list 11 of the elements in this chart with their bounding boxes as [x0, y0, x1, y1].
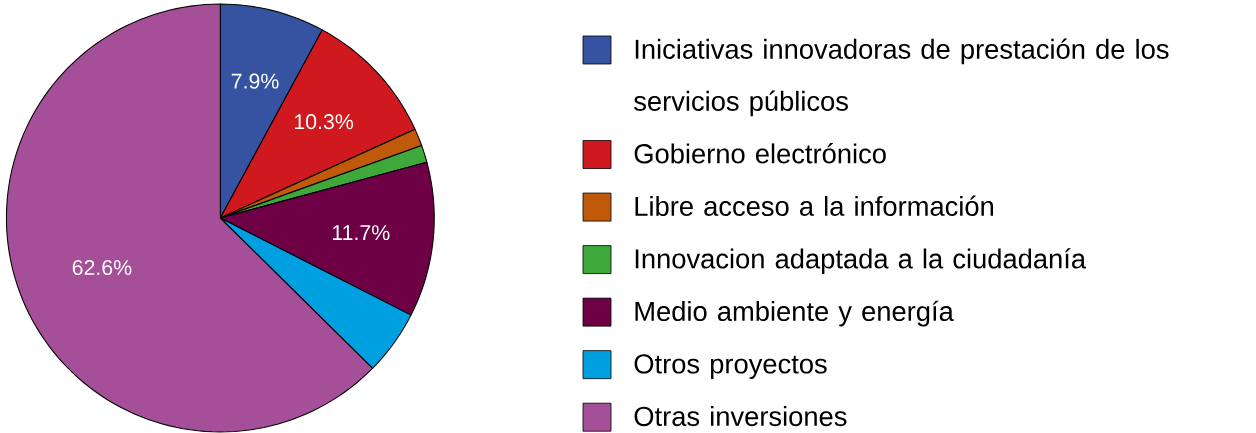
data-label: 10.3% — [294, 114, 354, 130]
legend-label: Innovacion adaptada a la ciudadanía — [635, 248, 1087, 274]
legend-label: Libre acceso a la información — [635, 195, 994, 216]
data-label: 7.9% — [231, 73, 279, 89]
legend-label: Iniciativas innovadoras de prestación de los servicios públicos — [634, 38, 1169, 117]
legend-label: Medio ambiente y energía — [635, 300, 954, 327]
legend-label: Gobierno electrónico — [634, 143, 886, 164]
data-label: 11.7% — [332, 225, 390, 241]
legend-label: Otras inversiones — [634, 406, 847, 427]
legend-label: Otros proyectos — [634, 354, 827, 379]
data-label: 62.6% — [72, 259, 132, 276]
